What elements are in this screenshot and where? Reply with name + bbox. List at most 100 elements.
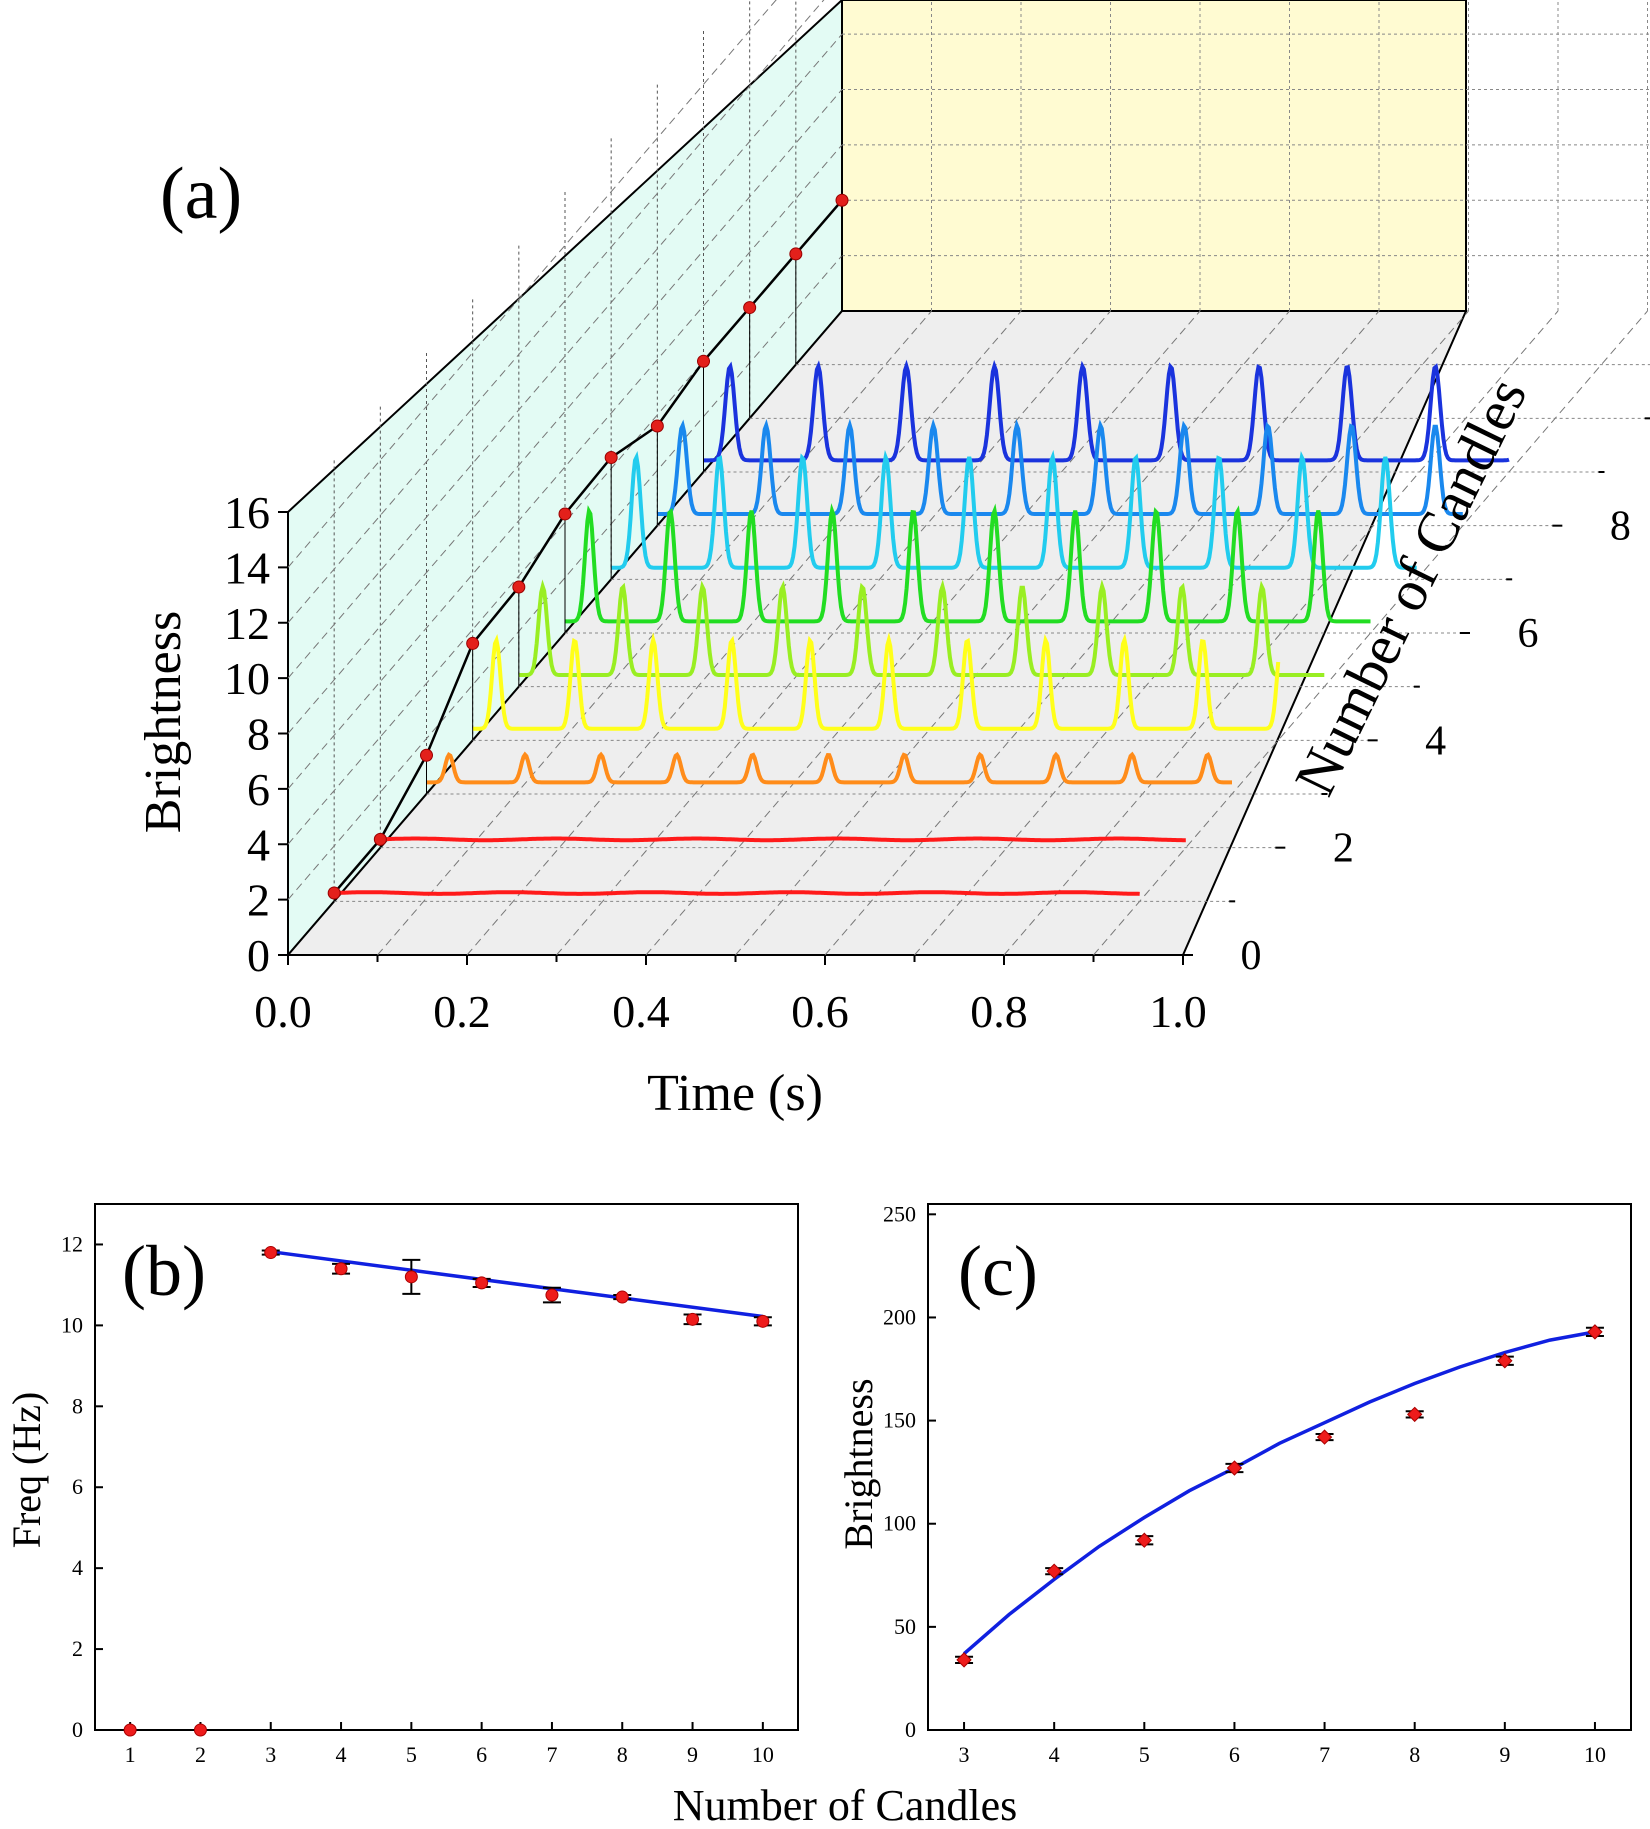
x-tick-label: 8: [1409, 1742, 1420, 1767]
x-tick-label: 3: [959, 1742, 970, 1767]
trace-4-candles: [472, 632, 1281, 731]
z-tick-label: 4: [1425, 718, 1446, 764]
panel-b-y-axis-title: Freq (Hz): [4, 1392, 49, 1549]
x-tick-label: 1.0: [1149, 986, 1207, 1037]
peak-point: [327, 886, 341, 900]
z-tick-label: 8: [1610, 504, 1631, 550]
x-tick-label: 1: [125, 1742, 136, 1767]
data-point: [1316, 1429, 1333, 1445]
peak-point: [420, 748, 433, 762]
floor-grid-line: [735, 310, 1290, 956]
data-point: [1587, 1324, 1603, 1340]
floor-grid-line: [377, 310, 932, 956]
y-tick-label: 250: [883, 1201, 916, 1226]
y-tick-label: 50: [894, 1614, 916, 1639]
x-tick-label: 2: [195, 1742, 206, 1767]
floor-grid-line: [466, 310, 1022, 956]
data-point: [956, 1652, 972, 1668]
y-tick-label: 150: [883, 1408, 916, 1433]
panel-c-brightness-plot: 0 50 100 150 200 250 3 4 5 6 7 8 9 10 (c) Brightness: [836, 1201, 1632, 1767]
data-point: [193, 1723, 207, 1737]
y-tick-label: 200: [883, 1304, 916, 1329]
x-tick-label: 5: [406, 1742, 417, 1767]
data-point: [1046, 1563, 1062, 1579]
panel-c-plot-frame: [927, 1203, 1632, 1731]
y-tick-label: 8: [247, 709, 270, 760]
panel-b-marks: [123, 1246, 772, 1737]
y-tick-label: 2: [72, 1636, 83, 1661]
fit-curve: [270, 1249, 764, 1319]
back-wall: [841, 0, 1467, 312]
panel-c-axes: 0 50 100 150 200 250 3 4 5 6 7 8 9 10: [883, 1201, 1606, 1767]
y-tick-label: 10: [61, 1312, 83, 1337]
data-point: [404, 1270, 418, 1284]
x-tick-label: 8: [617, 1742, 628, 1767]
x-tick-label: 4: [336, 1742, 347, 1767]
peak-point: [512, 580, 526, 594]
y-tick-label: 12: [61, 1231, 83, 1256]
data-point: [1406, 1406, 1423, 1423]
panel-a-y-axis-title: Brightness: [135, 611, 192, 833]
y-tick-label: 10: [224, 653, 270, 704]
data-point: [686, 1312, 700, 1326]
y-tick-label: 4: [247, 819, 270, 870]
y-tick-label: 0: [247, 930, 270, 981]
y-tick-label: 100: [883, 1511, 916, 1536]
trace-1-candles: [334, 890, 1140, 896]
x-tick-label: 4: [1049, 1742, 1060, 1767]
panel-c-label: (c): [958, 1231, 1038, 1311]
panel-c-y-axis-title: Brightness: [836, 1378, 881, 1549]
data-point: [334, 1262, 348, 1276]
x-tick-label: 10: [752, 1742, 774, 1767]
data-point: [475, 1276, 489, 1290]
data-point: [264, 1246, 278, 1260]
peak-point: [789, 247, 803, 261]
peak-point: [604, 451, 618, 465]
y-tick-label: 2: [247, 875, 270, 926]
panel-b-label: (b): [122, 1231, 206, 1311]
shared-x-axis-title: Number of Candles: [673, 1781, 1018, 1829]
z-tick-label: 0: [1241, 933, 1262, 979]
floor-grid-line: [645, 310, 1201, 956]
panel-a-label: (a): [160, 153, 242, 235]
data-point: [123, 1723, 137, 1737]
x-tick-label: 0.2: [433, 986, 491, 1037]
panel-a-axes: 0.00.20.40.60.81.00246810121416024681012: [224, 193, 1650, 1037]
data-point: [1136, 1532, 1153, 1548]
peak-point: [466, 636, 480, 650]
x-tick-label: 9: [1499, 1742, 1510, 1767]
y-tick-label: 16: [224, 487, 270, 538]
peak-point: [835, 193, 849, 207]
trace-5-candles: [518, 579, 1325, 677]
y-tick-label: 12: [224, 598, 270, 649]
panel-b-plot-frame: [94, 1203, 799, 1731]
x-tick-label: 7: [1319, 1742, 1330, 1767]
panel-a-3d-waterfall: 0.00.20.40.60.81.00246810121416024681012…: [135, 0, 1650, 1122]
data-point: [756, 1314, 770, 1328]
x-tick-label: 0.0: [254, 986, 312, 1037]
x-tick-label: 10: [1584, 1742, 1606, 1767]
side-wall-grid-line: [287, 89, 843, 734]
x-tick-label: 0.8: [970, 986, 1028, 1037]
panel-c-marks: [955, 1324, 1604, 1668]
y-tick-label: 14: [224, 542, 270, 593]
peak-point: [373, 832, 387, 846]
y-tick-label: 0: [72, 1717, 83, 1742]
panel-a-traces: [334, 359, 1510, 896]
side-wall-grid-line: [287, 144, 843, 790]
x-tick-label: 5: [1139, 1742, 1150, 1767]
x-tick-label: 3: [265, 1742, 276, 1767]
x-tick-label: 9: [687, 1742, 698, 1767]
side-wall-grid-line: [287, 33, 843, 679]
y-tick-label: 0: [905, 1717, 916, 1742]
trace-3-candles: [426, 751, 1232, 785]
fit-curve: [962, 1330, 1596, 1656]
y-tick-label: 4: [72, 1555, 83, 1580]
trace-2-candles: [380, 836, 1186, 843]
floor-grid-line: [556, 310, 1111, 956]
x-tick-label: 7: [546, 1742, 557, 1767]
peak-point: [558, 507, 572, 521]
y-tick-label: 6: [72, 1474, 83, 1499]
side-wall-grid-line: [287, 0, 825, 624]
